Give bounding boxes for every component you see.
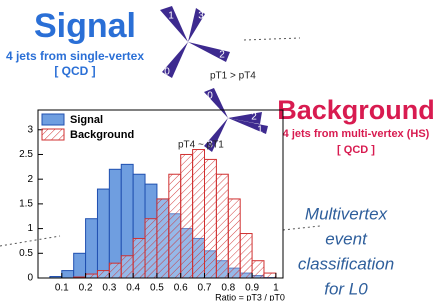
dotted-arrow [283,226,320,230]
slide: Signal 4 jets from single-vertex [ QCD ]… [0,0,441,301]
legend-swatch [42,114,64,125]
histogram-bar [109,263,121,278]
histogram-bar [264,273,276,278]
background-digit: 1 [257,125,263,136]
signal-subtitle: 4 jets from single-vertex [6,49,144,63]
signal-digit: 3 [198,11,204,22]
y-tick-label: 0 [27,273,33,284]
histogram-bar [157,199,169,278]
caption-line: for L0 [324,279,368,298]
background-subtitle: 4 jets from multi-vertex (HS) [283,128,430,140]
signal-tag: [ QCD ] [54,64,95,78]
signal-digit: 0 [164,67,170,78]
histogram-bar [133,238,145,278]
caption-line: classification [298,254,394,273]
y-tick-label: 2.5 [19,149,33,160]
caption-line: event [325,229,368,248]
background-digit: 0 [207,91,213,102]
histogram-bar [193,150,205,278]
background-digit: 2 [251,112,257,123]
legend-label: Background [70,129,134,141]
legend-label: Signal [70,114,103,126]
legend-swatch [42,129,64,140]
signal-note: pT1 > pT4 [210,71,256,82]
histogram-bar [86,274,98,278]
histogram-bar [252,261,264,278]
background-note: pT4 ~ pT1 [178,140,224,151]
y-tick-label: 2 [27,174,33,185]
y-tick-label: 3 [27,124,33,135]
histogram-bar [97,189,109,278]
histogram-bar [62,271,74,278]
background-title: Background [277,95,435,125]
x-tick-label: 0.2 [79,283,93,294]
histogram-bar [121,256,133,278]
y-tick-label: 1 [27,223,33,234]
background-tag: [ QCD ] [337,144,375,156]
histogram-bar [205,159,217,278]
x-axis-label: Ratio = pT3 / pT0 [215,292,285,301]
x-tick-label: 0.4 [126,283,140,294]
caption-line: Multivertex [305,204,388,223]
histogram-bar [169,174,181,278]
y-tick-label: 0.5 [19,248,33,259]
histogram-bar [228,199,240,278]
histogram-bar [216,174,228,278]
histogram-bar [145,219,157,278]
dotted-arrow [244,38,300,40]
histogram-bar [109,169,121,278]
signal-digit: 2 [219,50,225,61]
x-tick-label: 0.5 [150,283,164,294]
signal-digit: 1 [168,11,174,22]
histogram-bar [181,154,193,278]
histogram-bar [86,219,98,278]
x-tick-label: 0.3 [102,283,116,294]
histogram-bar [97,271,109,278]
x-tick-label: 0.1 [55,283,69,294]
histogram-bar [240,234,252,278]
dotted-arrow [0,236,60,246]
x-tick-label: 0.7 [198,283,212,294]
histogram-bar [74,253,86,278]
signal-title: Signal [34,7,136,45]
x-tick-label: 0.6 [174,283,188,294]
y-tick-label: 1.5 [19,199,33,210]
